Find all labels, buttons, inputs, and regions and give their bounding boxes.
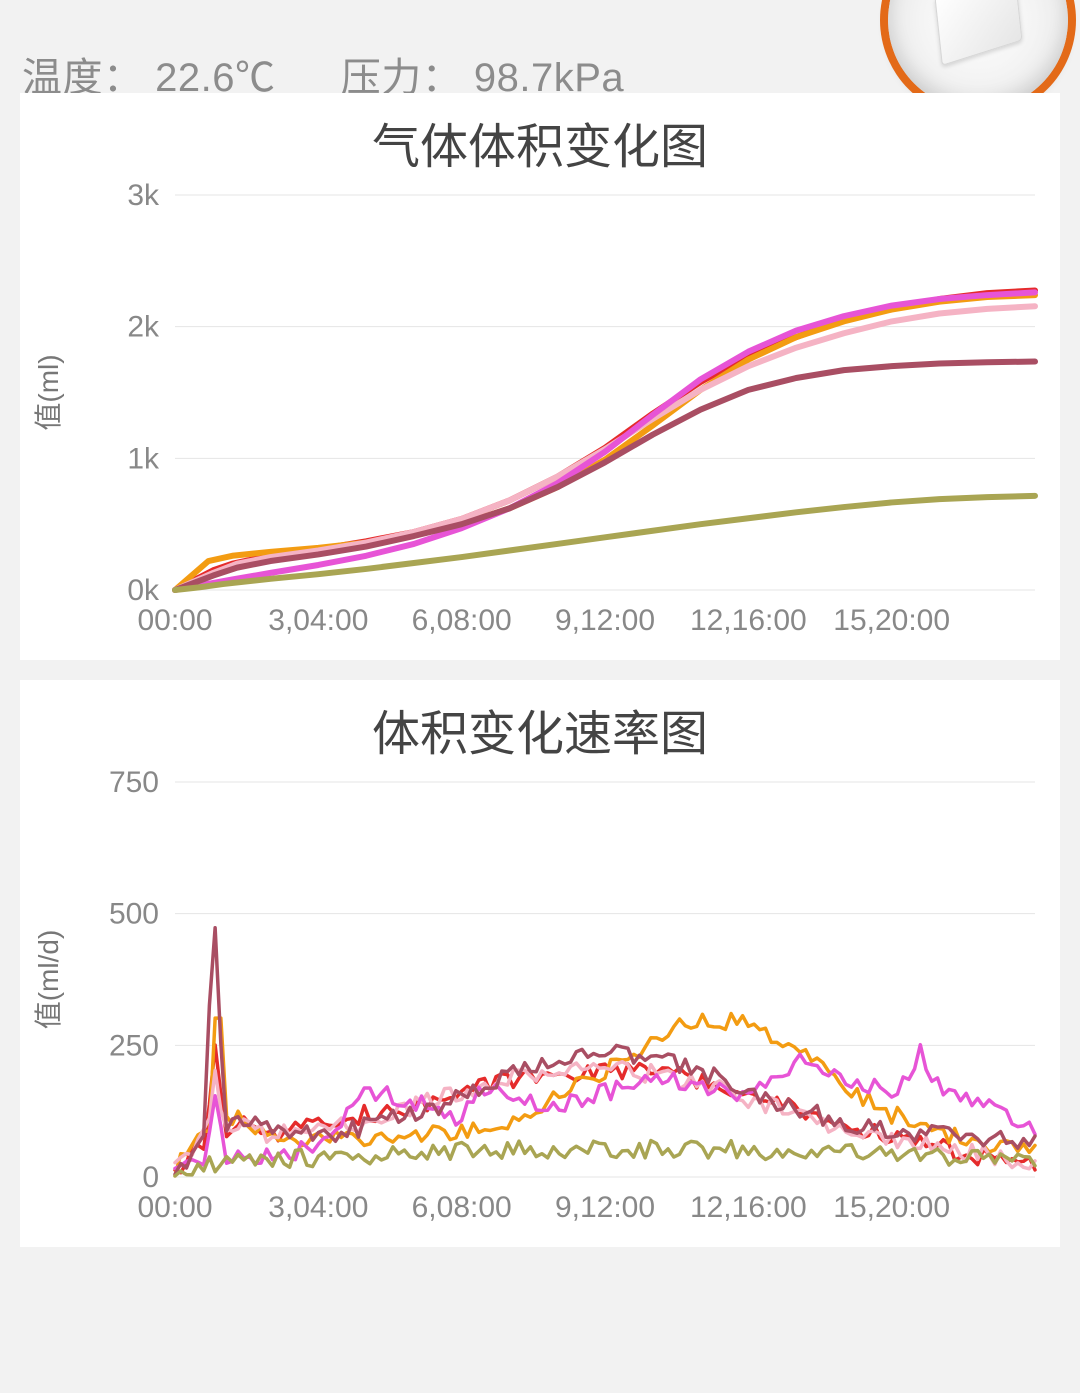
svg-text:500: 500 [109, 898, 159, 931]
series-s4 [175, 292, 1035, 590]
volume-chart-title: 气体体积变化图 [20, 93, 1060, 177]
series-s5 [175, 362, 1035, 590]
svg-text:0k: 0k [127, 574, 160, 607]
svg-text:9,12:00: 9,12:00 [555, 604, 655, 637]
svg-text:00:00: 00:00 [137, 604, 212, 637]
svg-text:15,20:00: 15,20:00 [833, 604, 950, 637]
svg-text:6,08:00: 6,08:00 [412, 604, 512, 637]
series-s1 [175, 290, 1035, 590]
svg-text:9,12:00: 9,12:00 [555, 1191, 655, 1224]
svg-text:0: 0 [142, 1161, 159, 1194]
svg-text:750: 750 [109, 766, 159, 799]
series-s6 [175, 496, 1035, 590]
rate-chart-card: 体积变化速率图 0 250 500 750 00:00 3,04:00 6,08:00 9,1… [20, 680, 1060, 1247]
svg-text:6,08:00: 6,08:00 [412, 1191, 512, 1224]
svg-text:15,20:00: 15,20:00 [833, 1191, 950, 1224]
svg-text:12,16:00: 12,16:00 [690, 1191, 807, 1224]
svg-text:值(ml): 值(ml) [33, 354, 64, 430]
svg-text:值(ml/d): 值(ml/d) [33, 930, 64, 1030]
svg-text:00:00: 00:00 [137, 1191, 212, 1224]
series-s2 [175, 295, 1035, 590]
rate-chart: 0 250 500 750 00:00 3,04:00 6,08:00 9,12:00 12,1… [20, 764, 1060, 1247]
volume-chart-card: 气体体积变化图 0k 1k 2k 3k 00:00 3,04:00 6,08:00 9,12:… [20, 93, 1060, 660]
volume-chart: 0k 1k 2k 3k 00:00 3,04:00 6,08:00 9,12:00 12,16:… [20, 177, 1060, 660]
svg-text:3,04:00: 3,04:00 [268, 604, 368, 637]
svg-text:12,16:00: 12,16:00 [690, 604, 807, 637]
svg-text:1k: 1k [127, 442, 160, 475]
svg-text:3k: 3k [127, 179, 160, 212]
svg-text:250: 250 [109, 1029, 159, 1062]
svg-text:2k: 2k [127, 311, 160, 344]
svg-text:3,04:00: 3,04:00 [268, 1191, 368, 1224]
rate-chart-title: 体积变化速率图 [20, 680, 1060, 764]
